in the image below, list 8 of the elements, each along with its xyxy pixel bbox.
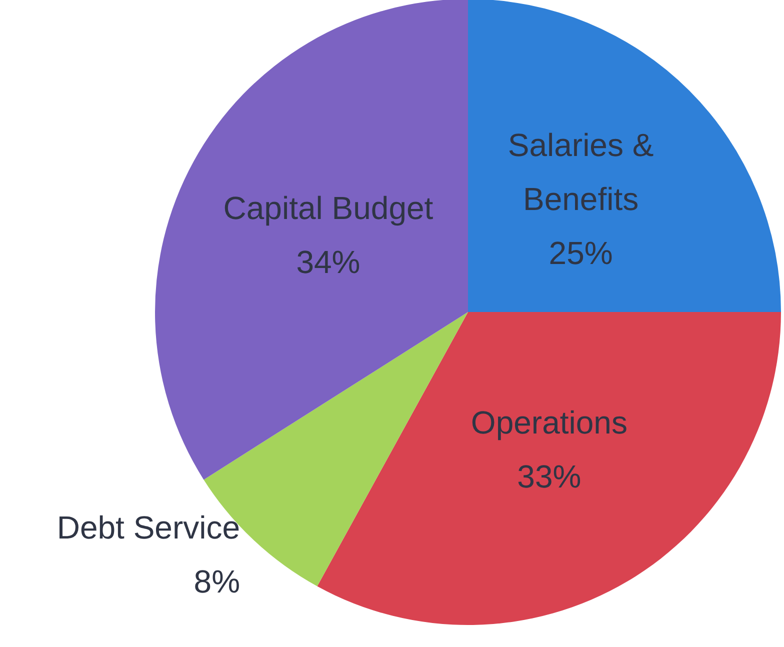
slice-label: Operations xyxy=(470,404,628,440)
slice-label: Salaries & Benefits xyxy=(508,127,654,218)
data-label: 34% xyxy=(296,244,360,280)
data-label: 8% xyxy=(194,564,240,600)
data-label: 33% xyxy=(517,458,582,494)
data-label: 25% xyxy=(548,235,613,272)
slice-label: Debt Service xyxy=(56,510,240,546)
slice-label: Capital Budget xyxy=(223,190,434,226)
